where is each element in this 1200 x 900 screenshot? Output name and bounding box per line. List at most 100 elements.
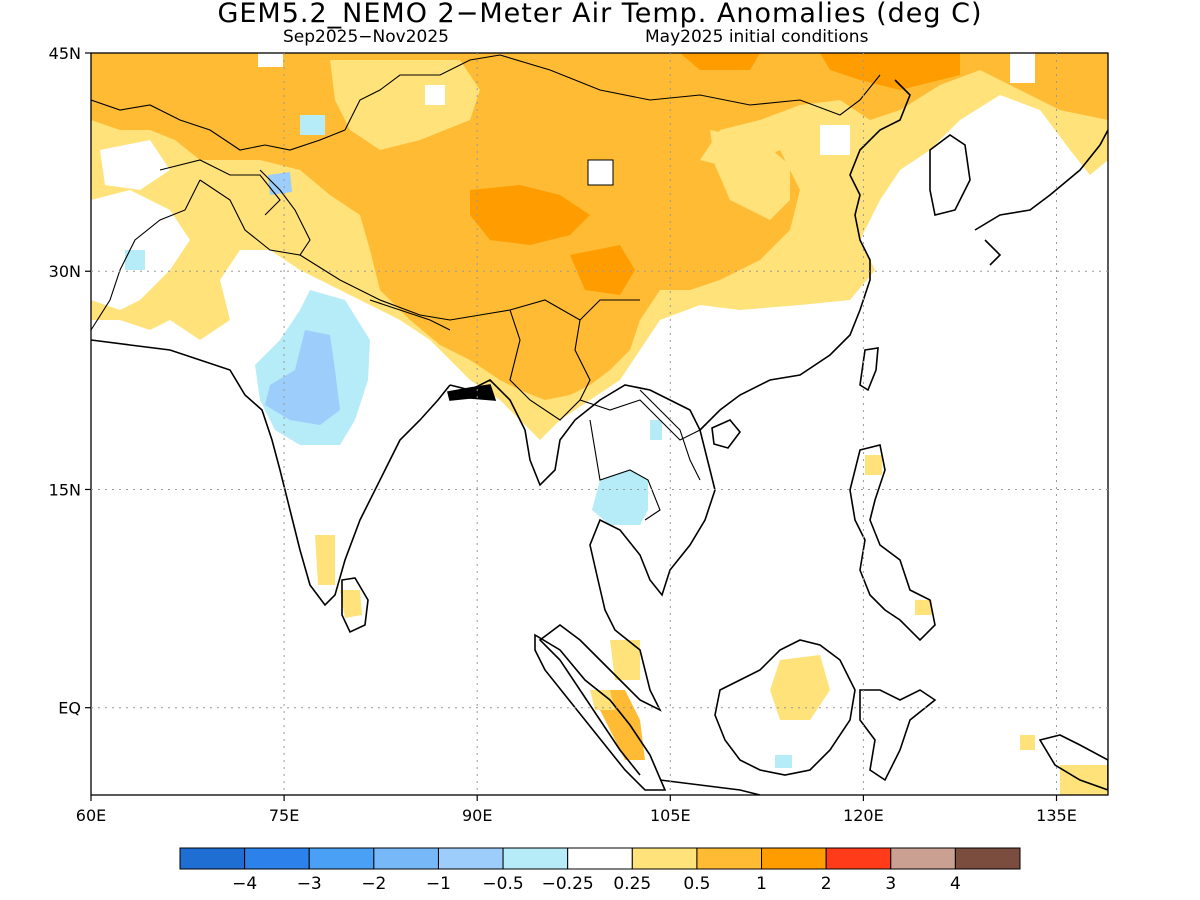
- anomaly-patch-vietnam-cool: [650, 420, 662, 440]
- colorbar-label: 0.25: [613, 874, 651, 894]
- border-thailand: [589, 419, 661, 521]
- coastline-japan: [974, 129, 1108, 266]
- border-iran-pakistan: [91, 179, 201, 331]
- colorbar-swatch: [502, 847, 569, 870]
- anomaly-band-east-light: [710, 130, 790, 220]
- anomaly-region-thailand-cool: [592, 470, 648, 525]
- coastline-bangladesh-delta: [447, 384, 497, 401]
- colorbar-swatch: [308, 847, 375, 870]
- anomaly-patch-borneo: [770, 655, 830, 720]
- anomaly-patch-sulawesi: [1020, 735, 1035, 750]
- anomaly-patch-sumatra-north: [590, 690, 615, 710]
- anomaly-region-north-dark: [680, 53, 760, 70]
- anomaly-patch-south-india: [315, 535, 335, 585]
- missing-data-square: [425, 85, 445, 105]
- colorbar-label: −3: [297, 874, 322, 894]
- coastline-korea: [929, 134, 971, 216]
- coastlines: [91, 79, 1108, 795]
- anomaly-shading: [91, 53, 1108, 795]
- tick-label-lat: 15N: [49, 480, 81, 499]
- coastline-sumatra: [534, 633, 667, 791]
- missing-data-square: [587, 159, 614, 186]
- tick-label-lat: 30N: [49, 262, 81, 281]
- anomaly-patch-mindanao: [915, 600, 932, 615]
- colorbar-label: 4: [950, 874, 961, 894]
- border-laos-vietnam: [639, 389, 701, 481]
- border-himalaya: [299, 254, 581, 321]
- colorbar-labels: −4 −3 −2 −1 −0.5 −0.25 0.25 0.5 1 2 3 4: [232, 874, 961, 894]
- border-kazakhstan-china: [344, 54, 501, 131]
- map-frame: [90, 52, 1109, 796]
- colorbar-swatch: [567, 847, 633, 870]
- colorbar-swatch: [825, 847, 892, 870]
- coastline-sri-lanka: [341, 577, 369, 634]
- axis-ticks: 60E 75E 90E 105E 120E 135E 45N 30N 15N EQ: [49, 44, 1077, 825]
- colorbar-swatch: [437, 847, 504, 870]
- tick-label-lon: 60E: [76, 806, 106, 825]
- country-borders: [91, 54, 881, 521]
- colorbar-swatch: [631, 847, 698, 870]
- anomaly-patch-west-cool: [125, 250, 145, 270]
- tick-label-lat: 45N: [49, 44, 81, 63]
- colorbar-label: 0.5: [683, 874, 710, 894]
- neutral-gap-nw: [100, 140, 170, 190]
- colorbar-swatch: [244, 847, 310, 870]
- coastline-sulawesi: [859, 689, 937, 782]
- anomaly-region-central-orange: [91, 53, 1108, 400]
- colorbar-swatch: [761, 847, 827, 870]
- anomaly-patch-kashmir-cool: [268, 172, 292, 195]
- colorbar-swatch: [179, 847, 246, 870]
- tick-label-lon: 75E: [269, 806, 299, 825]
- colorbar-swatch: [696, 847, 763, 870]
- tick-label-lon: 90E: [462, 806, 492, 825]
- colorbar-swatch: [373, 847, 439, 870]
- tick-label-lon: 105E: [650, 806, 691, 825]
- coastline-borneo: [714, 639, 856, 776]
- anomaly-patch-nw-cool: [300, 115, 325, 135]
- colorbar-label: −0.5: [482, 874, 523, 894]
- tick-label-lat: EQ: [58, 699, 81, 718]
- colorbar-label: −4: [232, 874, 257, 894]
- coastline-philippines: [849, 444, 936, 642]
- anomaly-patch-malaya: [610, 640, 640, 680]
- coastline-new-guinea: [1038, 734, 1108, 791]
- anomaly-region-sw-china-dark: [570, 245, 635, 295]
- border-central-asia: [91, 99, 346, 151]
- coastline-arabian-sea: [91, 339, 451, 607]
- colorbar-label: 2: [821, 874, 832, 894]
- missing-data-square: [820, 125, 850, 155]
- map-title: GEM5.2_NEMO 2−Meter Air Temp. Anomalies …: [217, 0, 983, 29]
- border-mongolia: [499, 54, 881, 116]
- colorbar-swatches: [179, 847, 1021, 870]
- colorbar-label: −0.25: [542, 874, 594, 894]
- tick-label-lon: 135E: [1036, 806, 1077, 825]
- anomaly-patch-new-guinea: [1060, 765, 1108, 795]
- colorbar-swatch: [954, 847, 1021, 870]
- anomaly-patch-borneo-cool: [775, 755, 792, 768]
- coastline-taiwan: [859, 347, 879, 392]
- border-nepal: [369, 299, 451, 331]
- colorbar-label: −1: [426, 874, 451, 894]
- missing-data-square: [258, 53, 283, 67]
- colorbar-label: 3: [885, 874, 896, 894]
- missing-data-square: [1010, 53, 1035, 83]
- graticule: [91, 53, 1108, 795]
- colorbar-label: 1: [756, 874, 767, 894]
- tick-label-lon: 120E: [843, 806, 884, 825]
- init-subtitle: May2025 initial conditions: [645, 27, 869, 47]
- anomaly-region-tibet-dark: [470, 185, 590, 245]
- colorbar-label: −2: [361, 874, 386, 894]
- anomaly-band-inner-light: [330, 60, 480, 150]
- anomaly-region-northeast-dark: [820, 53, 960, 90]
- anomaly-patch-sri-lanka: [340, 590, 362, 618]
- coastline-hainan: [711, 419, 742, 449]
- colorbar-swatch: [890, 847, 956, 870]
- border-afghanistan: [159, 159, 281, 216]
- anomaly-patch-philippines: [865, 455, 882, 475]
- coastline-bay-of-bengal: [449, 379, 716, 776]
- coastline-south-china: [699, 79, 911, 431]
- coastline-java: [659, 779, 761, 795]
- anomaly-region-india-cool: [265, 330, 340, 425]
